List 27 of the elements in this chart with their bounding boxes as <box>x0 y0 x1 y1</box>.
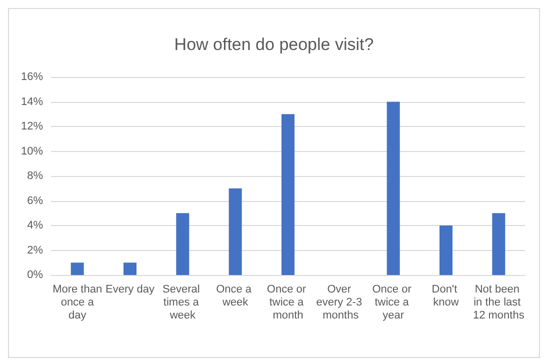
bar <box>70 262 84 275</box>
bar <box>492 213 506 275</box>
x-tick-label: Once or twice a year <box>372 284 414 322</box>
x-tick-label: Once or twice a month <box>266 284 310 322</box>
x-tick-label: Several times a week <box>162 284 203 322</box>
bar <box>176 213 190 275</box>
y-tick-label: 10% <box>20 145 44 158</box>
x-tick-label: Over every 2-3 months <box>316 284 366 322</box>
y-tick-label: 2% <box>27 244 44 256</box>
y-tick-label: 8% <box>27 170 44 182</box>
y-tick-label: 4% <box>27 220 44 232</box>
x-tick-label: Not been in the last 12 months <box>472 284 525 322</box>
bar <box>440 226 452 275</box>
y-tick-label: 12% <box>20 120 44 132</box>
y-tick-label: 16% <box>20 71 44 83</box>
y-tick-label: 6% <box>27 194 44 207</box>
y-tick-label: 0% <box>27 269 44 281</box>
y-tick-label: 14% <box>20 96 44 108</box>
x-tick-label: Every day <box>106 284 155 296</box>
bar <box>386 102 400 275</box>
x-tick-label: More than once a day <box>52 284 102 322</box>
bar <box>228 188 242 275</box>
x-tick-label: Once a week <box>216 284 255 308</box>
bar <box>282 114 294 275</box>
chart-title: How often do people visit? <box>174 35 374 54</box>
bar <box>124 262 136 275</box>
x-tick-label: Don't know <box>432 284 460 308</box>
